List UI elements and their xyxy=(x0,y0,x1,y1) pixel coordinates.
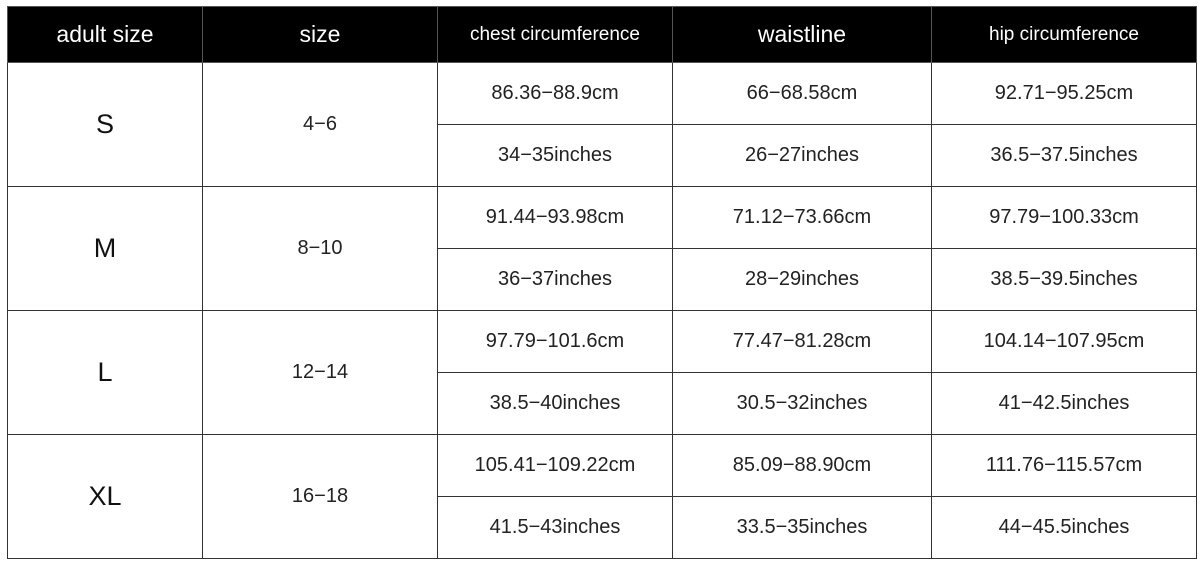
hip-inches-cell: 36.5−37.5inches xyxy=(931,124,1197,187)
waist-cm-cell: 71.12−73.66cm xyxy=(672,186,932,249)
hip-inches-cell: 41−42.5inches xyxy=(931,372,1197,435)
waist-cm-cell: 66−68.58cm xyxy=(672,62,932,125)
table-row-cm: M 8−10 91.44−93.98cm 71.12−73.66cm 97.79−100… xyxy=(7,186,1197,311)
hip-cm-cell: 111.76−115.57cm xyxy=(931,434,1197,497)
waist-cm-cell: 85.09−88.90cm xyxy=(672,434,932,497)
chest-inches-cell: 34−35inches xyxy=(437,124,673,187)
hip-inches-cell: 44−45.5inches xyxy=(931,496,1197,559)
size-cell: 16−18 xyxy=(202,434,438,559)
size-cell: 8−10 xyxy=(202,186,438,311)
hip-cm-cell: 104.14−107.95cm xyxy=(931,310,1197,373)
chest-inches-cell: 41.5−43inches xyxy=(437,496,673,559)
waist-inches-cell: 26−27inches xyxy=(672,124,932,187)
chest-inches-cell: 38.5−40inches xyxy=(437,372,673,435)
table-row-inches: 38.5−40inches 30.5−32inches 41−42.5inches xyxy=(8,372,1197,435)
size-cell: 4−6 xyxy=(202,62,438,187)
chest-inches-cell: 36−37inches xyxy=(437,248,673,311)
header-hip: hip circumference xyxy=(931,6,1197,63)
table-row-cm: S 4−6 86.36−88.9cm 66−68.58cm 92.71−95.25cm xyxy=(7,62,1197,187)
table-row-inches: 36−37inches 28−29inches 38.5−39.5inches xyxy=(8,248,1197,311)
table-row-inches: 34−35inches 26−27inches 36.5−37.5inches xyxy=(8,124,1197,187)
size-chart-table: adult size size chest circumference wais… xyxy=(7,6,1197,559)
hip-cm-cell: 92.71−95.25cm xyxy=(931,62,1197,125)
header-chest: chest circumference xyxy=(437,6,673,63)
table-row-inches: 41.5−43inches 33.5−35inches 44−45.5inches xyxy=(8,496,1197,559)
adult-size-cell: L xyxy=(7,310,203,435)
adult-size-cell: S xyxy=(7,62,203,187)
chest-cm-cell: 91.44−93.98cm xyxy=(437,186,673,249)
chest-cm-cell: 105.41−109.22cm xyxy=(437,434,673,497)
table-row-cm: L 12−14 97.79−101.6cm 77.47−81.28cm 104.14−1… xyxy=(7,310,1197,435)
adult-size-cell: M xyxy=(7,186,203,311)
adult-size-cell: XL xyxy=(7,434,203,559)
waist-inches-cell: 30.5−32inches xyxy=(672,372,932,435)
header-size: size xyxy=(202,6,438,63)
chest-cm-cell: 97.79−101.6cm xyxy=(437,310,673,373)
hip-inches-cell: 38.5−39.5inches xyxy=(931,248,1197,311)
header-adult-size: adult size xyxy=(7,6,203,63)
table-row-cm: XL 16−18 105.41−109.22cm 85.09−88.90cm 111.7… xyxy=(7,434,1197,559)
header-row: adult size size chest circumference wais… xyxy=(7,6,1197,63)
waist-inches-cell: 28−29inches xyxy=(672,248,932,311)
waist-cm-cell: 77.47−81.28cm xyxy=(672,310,932,373)
chest-cm-cell: 86.36−88.9cm xyxy=(437,62,673,125)
size-cell: 12−14 xyxy=(202,310,438,435)
hip-cm-cell: 97.79−100.33cm xyxy=(931,186,1197,249)
header-waistline: waistline xyxy=(672,6,932,63)
waist-inches-cell: 33.5−35inches xyxy=(672,496,932,559)
